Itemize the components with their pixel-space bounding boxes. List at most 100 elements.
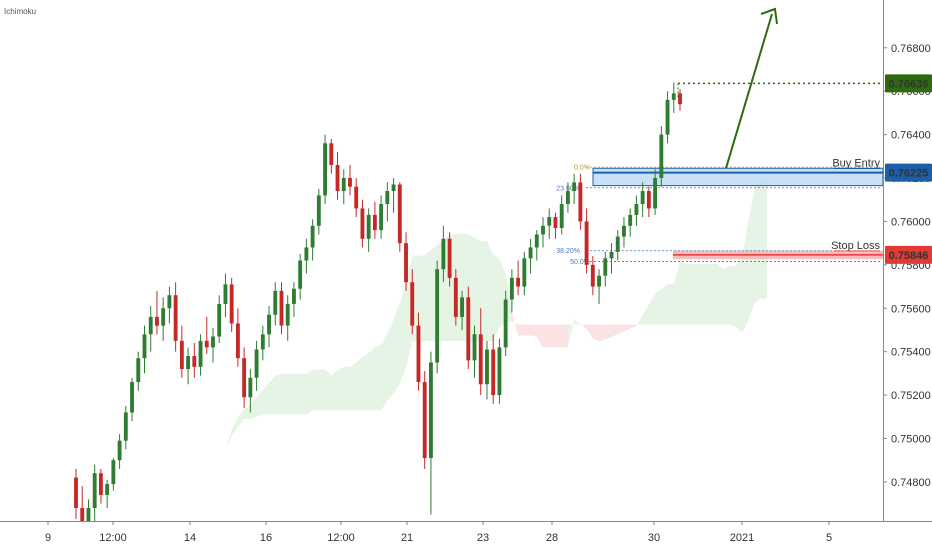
candle-bull[interactable] [385, 182, 390, 222]
candle-bull[interactable] [310, 219, 315, 261]
candle-bull[interactable] [260, 325, 265, 361]
candle-bull[interactable] [597, 269, 601, 304]
candle-bull[interactable] [522, 251, 527, 296]
candle-bear[interactable] [590, 256, 595, 296]
candle-bear[interactable] [491, 334, 496, 404]
candle-bull[interactable] [559, 195, 564, 235]
candle-bull[interactable] [541, 217, 545, 248]
candle-bull[interactable] [211, 327, 215, 363]
candle-bull[interactable] [248, 369, 253, 413]
candle-bear[interactable] [453, 269, 458, 326]
candle-bear[interactable] [360, 199, 365, 248]
candle-bear[interactable] [372, 201, 377, 239]
candle-bull[interactable] [105, 479, 110, 508]
candle-bull[interactable] [565, 182, 570, 213]
candle-bear[interactable] [235, 308, 240, 367]
candle-bear[interactable] [242, 347, 247, 409]
candle-bull[interactable] [316, 188, 321, 235]
candle-bear[interactable] [179, 325, 184, 378]
candle-bull[interactable] [323, 134, 328, 205]
candle-bull[interactable] [485, 340, 489, 400]
candle-bear[interactable] [584, 208, 589, 274]
candle-bull[interactable] [285, 295, 290, 341]
candle-bear[interactable] [397, 182, 402, 252]
candle-bear[interactable] [516, 260, 521, 296]
candle-bull[interactable] [366, 208, 371, 252]
candle-bull[interactable] [298, 253, 303, 300]
candle-bull[interactable] [391, 178, 396, 213]
candle-bull[interactable] [379, 195, 384, 239]
candle-bull[interactable] [628, 208, 633, 237]
candle-bear[interactable] [335, 151, 340, 200]
candle-bull[interactable] [653, 169, 658, 215]
candle-bear[interactable] [422, 371, 427, 469]
candle-bull[interactable] [341, 169, 346, 205]
candle-bull[interactable] [534, 230, 539, 261]
candle-bull[interactable] [223, 273, 228, 317]
candle-bull[interactable] [528, 238, 533, 274]
candle-bull[interactable] [435, 260, 440, 374]
candle-bull[interactable] [161, 297, 166, 341]
candle-bear[interactable] [678, 89, 682, 111]
candle-bull[interactable] [136, 351, 141, 391]
candle-bull[interactable] [130, 377, 134, 422]
candle-bear[interactable] [173, 282, 178, 352]
candle-bull[interactable] [497, 338, 502, 404]
candle-bear[interactable] [354, 178, 359, 218]
candle-bear[interactable] [646, 186, 651, 218]
candle-bull[interactable] [111, 458, 116, 491]
candles[interactable] [74, 82, 682, 548]
candle-bull[interactable] [117, 434, 122, 469]
candle-bull[interactable] [142, 325, 147, 374]
candle-bear[interactable] [204, 316, 209, 354]
candle-body [503, 299, 508, 348]
candle-bear[interactable] [348, 164, 352, 196]
candle-bear[interactable] [229, 277, 234, 333]
candle-bear[interactable] [74, 468, 78, 519]
candle-bull[interactable] [615, 230, 620, 261]
candle-bull[interactable] [509, 269, 514, 313]
candle-bull[interactable] [304, 238, 309, 274]
candle-bear[interactable] [279, 282, 284, 335]
candle-bear[interactable] [192, 342, 197, 378]
candle-bull[interactable] [665, 91, 670, 144]
candle-bull[interactable] [198, 334, 203, 376]
candle-bull[interactable] [148, 306, 153, 352]
candle-bull[interactable] [460, 290, 464, 330]
candle-bull[interactable] [273, 282, 278, 326]
candle-bull[interactable] [572, 173, 577, 205]
candle-bull[interactable] [267, 306, 271, 348]
candle-bear[interactable] [478, 308, 483, 396]
candle-bull[interactable] [428, 351, 433, 515]
candle-bull[interactable] [217, 295, 222, 343]
candle-bull[interactable] [186, 347, 191, 385]
candle-bear[interactable] [578, 173, 583, 231]
candle-bull[interactable] [167, 286, 172, 324]
candle-bull[interactable] [472, 325, 477, 378]
candle-bull[interactable] [547, 208, 552, 239]
candle-bear[interactable] [466, 286, 471, 370]
candle-bear[interactable] [416, 312, 421, 391]
candle-bull[interactable] [671, 82, 676, 113]
candle-bull[interactable] [92, 464, 97, 521]
candle-bull[interactable] [503, 290, 508, 357]
candle-bear[interactable] [98, 468, 103, 504]
candle-bull[interactable] [622, 217, 626, 248]
candle-bull[interactable] [609, 243, 614, 274]
candle-bear[interactable] [329, 138, 334, 174]
candle-bear[interactable] [155, 290, 159, 335]
candle-bull[interactable] [634, 195, 639, 226]
candle-bull[interactable] [441, 225, 446, 283]
candle-bear[interactable] [410, 269, 415, 335]
candle-bear[interactable] [553, 212, 558, 239]
candle-bull[interactable] [292, 282, 296, 317]
candle-bull[interactable] [123, 405, 128, 450]
candle-bear[interactable] [404, 232, 408, 291]
candle-bull[interactable] [659, 125, 664, 187]
candle-bear[interactable] [447, 232, 452, 287]
candle-bull[interactable] [254, 340, 259, 391]
candle-bull[interactable] [603, 251, 608, 287]
candle-bull[interactable] [640, 182, 645, 218]
